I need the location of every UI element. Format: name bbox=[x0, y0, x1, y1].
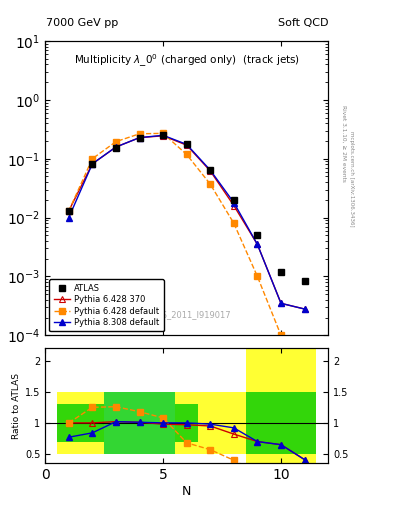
Text: Multiplicity $\lambda\_0^0$ (charged only)  (track jets): Multiplicity $\lambda\_0^0$ (charged onl… bbox=[73, 53, 300, 69]
Text: 7000 GeV pp: 7000 GeV pp bbox=[46, 18, 119, 28]
X-axis label: N: N bbox=[182, 485, 191, 498]
Text: ATLAS_2011_I919017: ATLAS_2011_I919017 bbox=[142, 310, 231, 319]
Text: Rivet 3.1.10, ≥ 2M events: Rivet 3.1.10, ≥ 2M events bbox=[341, 105, 346, 182]
Legend: ATLAS, Pythia 6.428 370, Pythia 6.428 default, Pythia 8.308 default: ATLAS, Pythia 6.428 370, Pythia 6.428 de… bbox=[50, 280, 164, 331]
Text: Soft QCD: Soft QCD bbox=[278, 18, 328, 28]
Y-axis label: Ratio to ATLAS: Ratio to ATLAS bbox=[12, 373, 21, 439]
Text: mcplots.cern.ch [arXiv:1306.3436]: mcplots.cern.ch [arXiv:1306.3436] bbox=[349, 132, 354, 227]
